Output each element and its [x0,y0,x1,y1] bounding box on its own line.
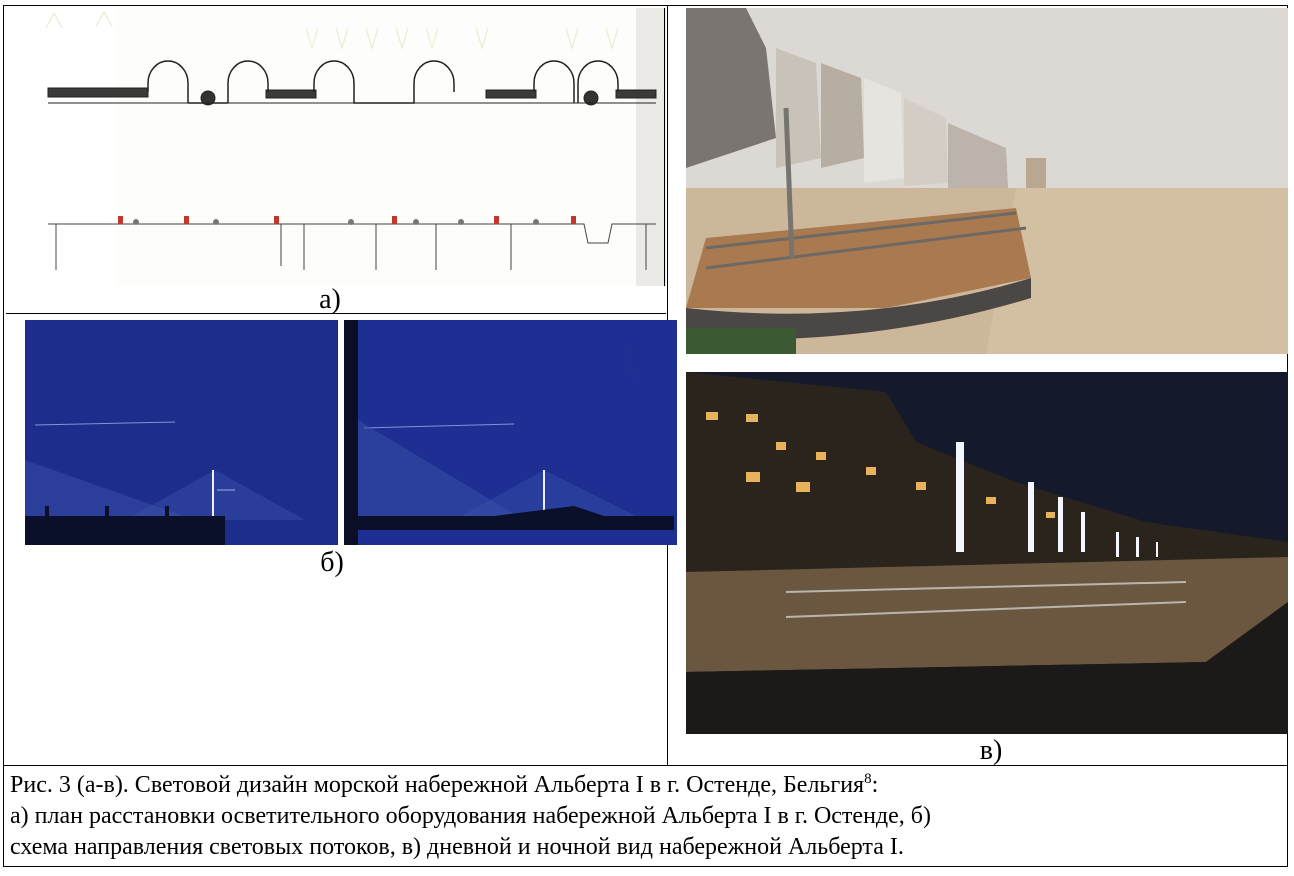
light-flow-schematic-right [344,320,677,545]
panel-a-label: а) [319,284,341,315]
caption-line-3: схема направления световых потоков, в) д… [10,834,904,860]
caption-divider [3,765,1288,766]
panel-a-edge [664,8,665,286]
panel-v-label: в) [979,735,1003,766]
caption-title: Рис. 3 (а-в). Световой дизайн морской на… [10,772,865,798]
panel-b-label: б) [320,547,344,578]
light-flow-schematic-left [25,320,338,545]
promenade-day-photo [686,8,1288,354]
figure-caption: Рис. 3 (а-в). Световой дизайн морской на… [10,770,1285,863]
caption-title-tail: : [871,772,879,798]
lighting-plan-drawing [6,8,666,286]
footnote-marker[interactable]: 8 [864,771,872,787]
panel-a-divider [6,313,666,314]
promenade-night-photo [686,372,1288,734]
caption-line-2: а) план расстановки осветительного обору… [10,803,931,829]
caption-line-1: Рис. 3 (а-в). Световой дизайн морской на… [10,770,1285,801]
